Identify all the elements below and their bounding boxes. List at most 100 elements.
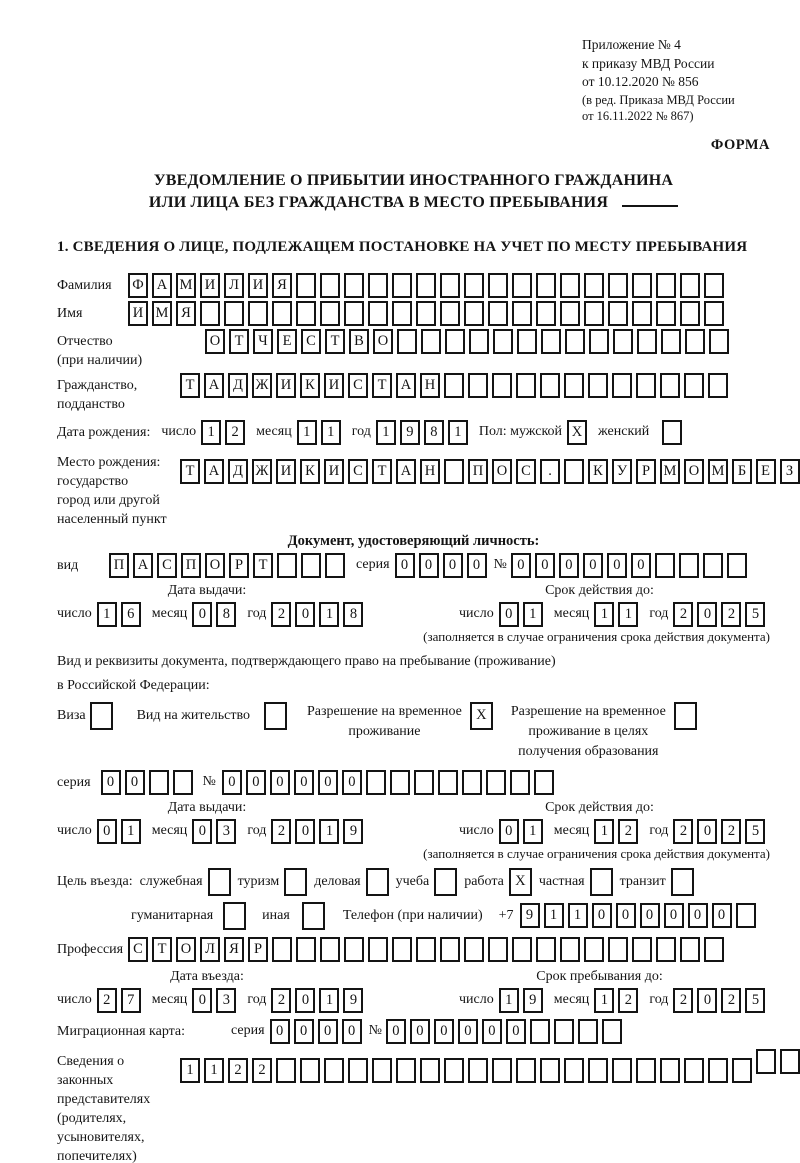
char-box[interactable] — [284, 867, 308, 896]
char-box[interactable]: 0 — [639, 903, 660, 929]
char-box[interactable]: X — [508, 867, 532, 896]
char-box[interactable]: X — [469, 701, 493, 730]
char-box[interactable]: С — [348, 372, 368, 398]
char-box[interactable] — [324, 1057, 344, 1083]
char-box[interactable]: Ж — [252, 458, 272, 484]
char-box[interactable]: 3 — [216, 987, 237, 1013]
char-box[interactable]: 1 — [618, 601, 639, 627]
char-box[interactable]: 0 — [269, 1018, 290, 1044]
char-box[interactable] — [678, 552, 699, 578]
char-box[interactable] — [464, 936, 484, 962]
char-box[interactable] — [656, 936, 676, 962]
char-box[interactable]: А — [152, 272, 172, 298]
char-box[interactable]: 1 — [522, 818, 543, 844]
char-box[interactable] — [440, 300, 460, 326]
char-box[interactable]: О — [205, 328, 225, 354]
char-box[interactable] — [468, 1057, 488, 1083]
char-box[interactable]: А — [204, 458, 224, 484]
char-box[interactable]: 7 — [120, 987, 141, 1013]
char-box[interactable] — [589, 328, 609, 354]
char-box[interactable]: С — [348, 458, 368, 484]
char-box[interactable]: 0 — [96, 818, 117, 844]
char-box[interactable] — [680, 272, 700, 298]
char-box[interactable]: П — [109, 552, 129, 578]
char-box[interactable]: 0 — [697, 601, 718, 627]
char-box[interactable]: 1 — [201, 419, 222, 445]
char-box[interactable] — [673, 701, 697, 730]
char-box[interactable] — [632, 300, 652, 326]
char-box[interactable] — [560, 936, 580, 962]
char-box[interactable]: 0 — [124, 769, 145, 795]
char-box[interactable]: 1 — [120, 818, 141, 844]
char-box[interactable] — [469, 328, 489, 354]
char-box[interactable] — [413, 769, 434, 795]
char-box[interactable] — [488, 300, 508, 326]
char-box[interactable]: 0 — [341, 1018, 362, 1044]
char-box[interactable]: 0 — [457, 1018, 478, 1044]
char-box[interactable]: Р — [229, 552, 249, 578]
char-box[interactable] — [512, 272, 532, 298]
char-box[interactable] — [654, 552, 675, 578]
char-box[interactable]: М — [152, 300, 172, 326]
char-box[interactable] — [296, 936, 316, 962]
char-box[interactable] — [365, 769, 386, 795]
char-box[interactable] — [512, 936, 532, 962]
char-box[interactable]: 0 — [295, 818, 316, 844]
char-box[interactable] — [368, 300, 388, 326]
char-box[interactable]: 2 — [271, 818, 292, 844]
char-box[interactable]: Л — [224, 272, 244, 298]
char-box[interactable]: 2 — [618, 987, 639, 1013]
char-box[interactable] — [560, 300, 580, 326]
char-box[interactable] — [608, 300, 628, 326]
char-box[interactable] — [89, 701, 113, 730]
char-box[interactable] — [263, 701, 287, 730]
char-box[interactable]: 2 — [228, 1057, 248, 1083]
char-box[interactable] — [755, 1048, 776, 1074]
char-box[interactable] — [540, 1057, 560, 1083]
char-box[interactable] — [656, 300, 676, 326]
char-box[interactable] — [224, 300, 244, 326]
char-box[interactable] — [444, 458, 464, 484]
char-box[interactable]: С — [157, 552, 177, 578]
char-box[interactable] — [248, 300, 268, 326]
char-box[interactable]: И — [324, 372, 344, 398]
char-box[interactable] — [608, 272, 628, 298]
char-box[interactable] — [464, 300, 484, 326]
char-box[interactable]: 2 — [721, 601, 742, 627]
char-box[interactable]: 1 — [320, 419, 341, 445]
char-box[interactable] — [637, 328, 657, 354]
char-box[interactable]: 0 — [385, 1018, 406, 1044]
char-box[interactable]: И — [200, 272, 220, 298]
char-box[interactable] — [529, 1018, 550, 1044]
char-box[interactable]: 0 — [317, 769, 338, 795]
char-box[interactable]: 0 — [510, 552, 531, 578]
char-box[interactable]: 1 — [319, 987, 340, 1013]
char-box[interactable] — [320, 272, 340, 298]
char-box[interactable] — [702, 552, 723, 578]
char-box[interactable]: 1 — [319, 601, 340, 627]
char-box[interactable]: 8 — [216, 601, 237, 627]
char-box[interactable] — [461, 769, 482, 795]
char-box[interactable] — [684, 372, 704, 398]
char-box[interactable]: 1 — [180, 1057, 200, 1083]
char-box[interactable] — [540, 372, 560, 398]
char-box[interactable]: 2 — [618, 818, 639, 844]
char-box[interactable] — [564, 458, 584, 484]
char-box[interactable]: 1 — [594, 601, 615, 627]
char-box[interactable] — [632, 936, 652, 962]
char-box[interactable] — [661, 328, 681, 354]
char-box[interactable] — [368, 272, 388, 298]
char-box[interactable]: 0 — [293, 1018, 314, 1044]
char-box[interactable] — [445, 328, 465, 354]
char-box[interactable] — [577, 1018, 598, 1044]
char-box[interactable]: 0 — [558, 552, 579, 578]
char-box[interactable]: 0 — [615, 903, 636, 929]
char-box[interactable] — [488, 272, 508, 298]
char-box[interactable] — [509, 769, 530, 795]
char-box[interactable]: Н — [420, 458, 440, 484]
char-box[interactable] — [684, 1057, 704, 1083]
char-box[interactable] — [584, 272, 604, 298]
char-box[interactable] — [660, 372, 680, 398]
char-box[interactable]: С — [301, 328, 321, 354]
char-box[interactable] — [416, 936, 436, 962]
